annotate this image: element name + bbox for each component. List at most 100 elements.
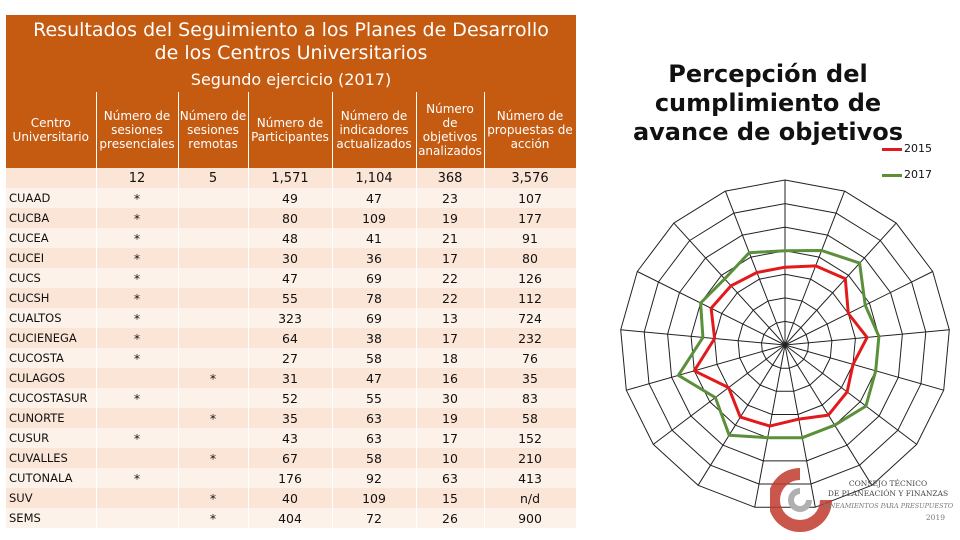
value-cell: 47 — [332, 188, 417, 208]
table-row: CUNORTE * 35 63 19 58 — [6, 408, 577, 428]
table-row: CULAGOS * 31 47 16 35 — [6, 368, 577, 388]
center-name-cell: CUCBA — [6, 208, 97, 228]
value-cell: 58 — [484, 408, 577, 428]
value-cell: 724 — [484, 308, 577, 328]
center-name-cell: CUCOSTA — [6, 348, 97, 368]
spoke — [673, 222, 786, 346]
value-cell: * — [96, 428, 179, 448]
value-cell: 109 — [332, 208, 417, 228]
legend-item-2017: 2017 — [882, 168, 932, 181]
spoke — [724, 190, 786, 346]
value-cell: * — [96, 288, 179, 308]
value-cell — [178, 388, 249, 408]
spoke — [626, 344, 786, 391]
value-cell — [178, 468, 249, 488]
table-row: CUCS * 47 69 22 126 — [6, 268, 577, 288]
value-cell: 152 — [484, 428, 577, 448]
value-cell: 126 — [484, 268, 577, 288]
value-cell — [96, 408, 179, 428]
value-cell: 48 — [248, 228, 333, 248]
value-cell: 80 — [484, 248, 577, 268]
legend-item-2015: 2015 — [882, 142, 932, 155]
banner-title-line1: Resultados del Seguimiento a los Planes … — [33, 19, 549, 41]
value-cell: 10 — [416, 448, 485, 468]
value-cell: 1,571 — [248, 168, 333, 188]
value-cell: 900 — [484, 508, 577, 528]
value-cell: 3,576 — [484, 168, 577, 188]
value-cell: 19 — [416, 408, 485, 428]
table-row: SEMS * 404 72 26 900 — [6, 508, 577, 528]
table-row: CUCSH * 55 78 22 112 — [6, 288, 577, 308]
results-table: Centro Universitario Número de sesiones p… — [6, 92, 577, 528]
header-cell: Número de indicadores actualizados — [332, 92, 417, 168]
value-cell — [96, 508, 179, 528]
table-body: 12 5 1,571 1,104 368 3,576 CUAAD * 49 47 23 107 CUCB… — [6, 168, 577, 528]
value-cell — [178, 288, 249, 308]
table-row: CUCBA * 80 109 19 177 — [6, 208, 577, 228]
radar-chart — [620, 179, 950, 508]
value-cell: 27 — [248, 348, 333, 368]
center-name-cell: CUVALLES — [6, 448, 97, 468]
table-row: CUALTOS * 323 69 13 724 — [6, 308, 577, 328]
value-cell: * — [178, 408, 249, 428]
value-cell: 69 — [332, 308, 417, 328]
title-banner: Resultados del Seguimiento a los Planes … — [6, 15, 576, 92]
logo-line1: CONSEJO TÉCNICO — [849, 479, 927, 488]
legend-swatch-2015 — [882, 147, 902, 151]
value-cell: * — [96, 328, 179, 348]
value-cell: 36 — [332, 248, 417, 268]
value-cell: * — [96, 468, 179, 488]
value-cell — [96, 488, 179, 508]
value-cell: 67 — [248, 448, 333, 468]
banner-subtitle: Segundo ejercicio (2017) — [190, 70, 392, 89]
value-cell: 76 — [484, 348, 577, 368]
value-cell: 404 — [248, 508, 333, 528]
table-row: CUTONALA * 176 92 63 413 — [6, 468, 577, 488]
value-cell: 69 — [332, 268, 417, 288]
value-cell: 368 — [416, 168, 485, 188]
center-name-cell: CUCEI — [6, 248, 97, 268]
value-cell: 109 — [332, 488, 417, 508]
value-cell: * — [178, 488, 249, 508]
value-cell: 16 — [416, 368, 485, 388]
center-name-cell: CUTONALA — [6, 468, 97, 488]
table-row: CUVALLES * 67 58 10 210 — [6, 448, 577, 468]
value-cell: 17 — [416, 328, 485, 348]
grid-ring — [714, 273, 856, 415]
value-cell — [96, 448, 179, 468]
grid-ring — [737, 297, 833, 392]
value-cell: 26 — [416, 508, 485, 528]
value-cell: 92 — [332, 468, 417, 488]
value-cell: 19 — [416, 208, 485, 228]
table-row: CUSUR * 43 63 17 152 — [6, 428, 577, 448]
value-cell: * — [178, 448, 249, 468]
value-cell: 22 — [416, 268, 485, 288]
center-name-cell: CUCOSTASUR — [6, 388, 97, 408]
value-cell: 176 — [248, 468, 333, 488]
value-cell: 72 — [332, 508, 417, 528]
value-cell: 63 — [416, 468, 485, 488]
value-cell: 41 — [332, 228, 417, 248]
value-cell: 35 — [484, 368, 577, 388]
spoke — [784, 222, 897, 346]
value-cell: 22 — [416, 288, 485, 308]
value-cell — [178, 188, 249, 208]
value-cell: * — [96, 248, 179, 268]
center-name-cell: CUCIENEGA — [6, 328, 97, 348]
radar-title: Percepción del cumplimiento de avance de… — [632, 60, 904, 146]
value-cell: 107 — [484, 188, 577, 208]
value-cell: 55 — [332, 388, 417, 408]
banner-title-line2: de los Centros Universitarios — [154, 42, 428, 64]
logo-emblem-inner-icon — [788, 488, 812, 512]
value-cell: 47 — [248, 268, 333, 288]
value-cell: 47 — [332, 368, 417, 388]
value-cell: 323 — [248, 308, 333, 328]
logo-line2: DE PLANEACIÓN Y FINANZAS — [828, 489, 948, 498]
value-cell: 55 — [248, 288, 333, 308]
header-cell: Número de objetivos analizados — [416, 92, 485, 168]
value-cell: 5 — [178, 168, 249, 188]
value-cell: 30 — [248, 248, 333, 268]
value-cell: 64 — [248, 328, 333, 348]
legend-label-2017: 2017 — [904, 168, 932, 181]
value-cell: 35 — [248, 408, 333, 428]
